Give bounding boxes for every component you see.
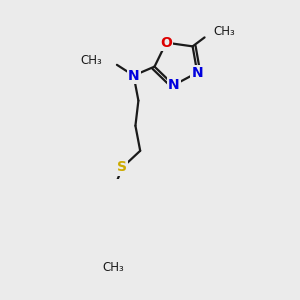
Text: S: S — [117, 160, 127, 175]
Text: N: N — [191, 66, 203, 80]
Text: CH₃: CH₃ — [80, 54, 102, 67]
Text: CH₃: CH₃ — [214, 25, 235, 38]
Text: N: N — [128, 69, 140, 82]
Text: N: N — [168, 78, 179, 92]
Text: CH₃: CH₃ — [103, 261, 124, 274]
Text: O: O — [160, 36, 172, 50]
